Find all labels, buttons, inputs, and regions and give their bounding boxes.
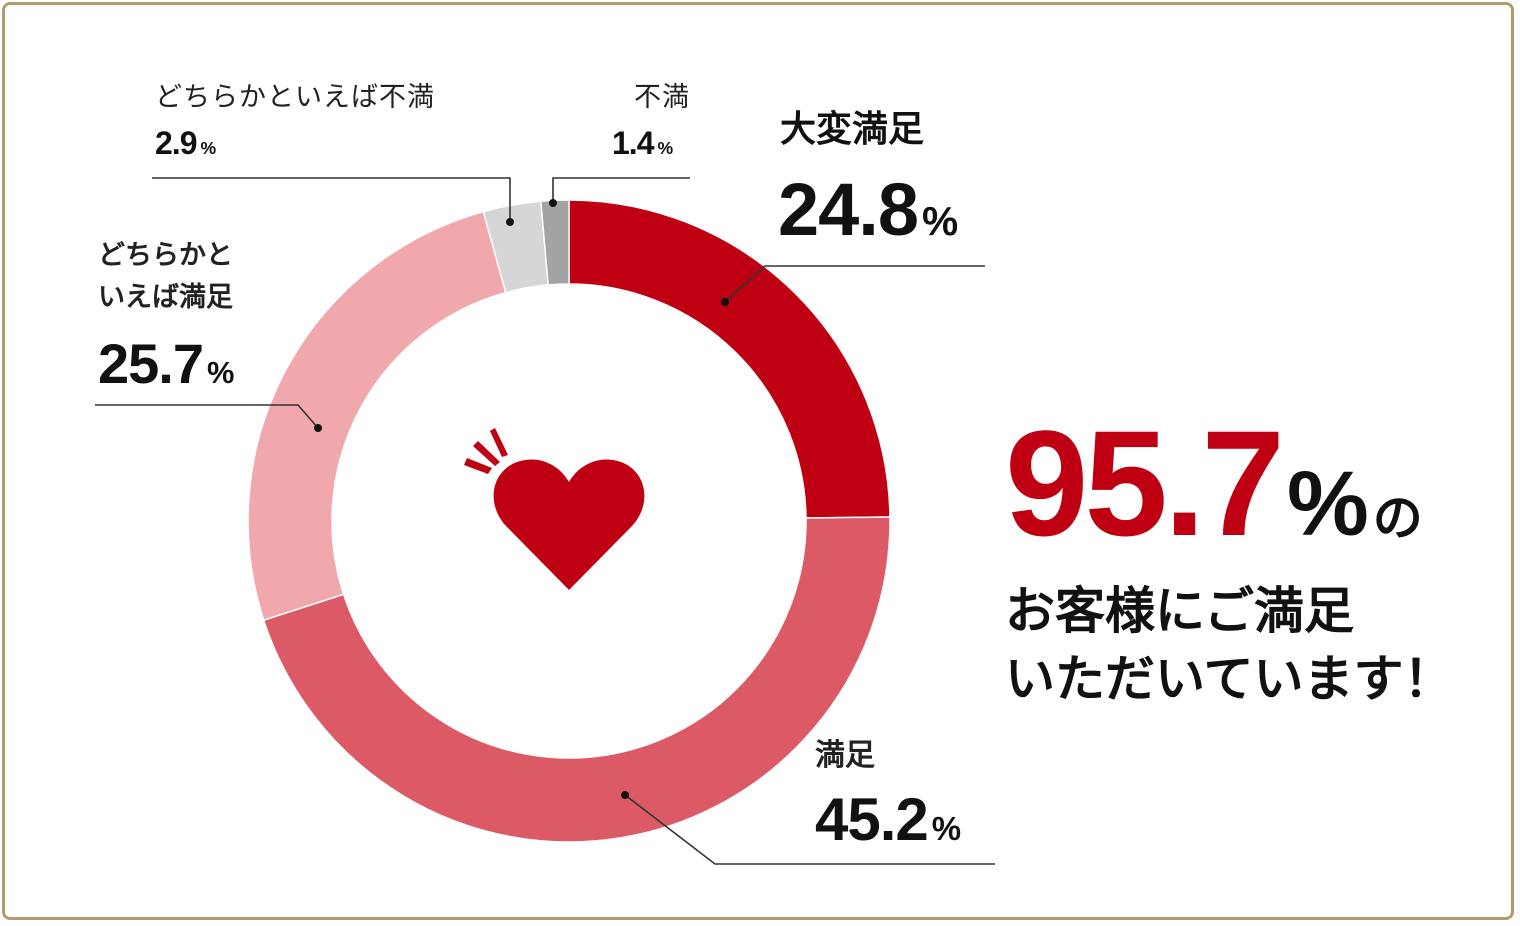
unit-text: %	[657, 138, 674, 158]
summary-unit: %	[1286, 453, 1369, 555]
value-somewhat-dissatisfied: 2.9%	[155, 124, 216, 162]
spark-mark	[464, 458, 492, 474]
label-dissatisfied: 不満	[634, 82, 690, 113]
value-somewhat-satisfied: 25.7%	[98, 330, 234, 397]
summary-line1: お客様にご満足	[1005, 582, 1354, 640]
summary-block: 95.7%の お客様にご満足 いただいています！	[1005, 408, 1454, 713]
value-satisfied: 45.2%	[815, 784, 961, 856]
label-very-satisfied: 大変満足	[780, 109, 925, 150]
leader-line-dissatisfied	[552, 177, 690, 203]
summary-headline: 95.7%の	[1005, 408, 1454, 558]
donut-slice-0	[568, 199, 891, 519]
label-somewhat-satisfied-line2: いえば満足	[98, 282, 233, 313]
value-text: 2.9	[155, 125, 197, 161]
leader-dot-very-satisfied	[721, 298, 729, 306]
heart-icon	[464, 428, 645, 590]
spark-mark	[490, 428, 508, 457]
summary-value: 95.7	[1005, 399, 1285, 567]
leader-dot-dissatisfied	[549, 199, 557, 207]
value-dissatisfied: 1.4%	[612, 124, 673, 162]
summary-particle: の	[1372, 489, 1423, 547]
value-text: 24.8	[778, 168, 919, 251]
spark-mark	[473, 441, 500, 466]
value-text: 1.4	[612, 125, 654, 161]
unit-text: %	[922, 198, 959, 244]
leader-line-somewhat-dissatisfied	[152, 177, 511, 222]
leader-dot-satisfied	[621, 791, 629, 799]
value-text: 25.7	[98, 332, 204, 395]
label-satisfied: 満足	[815, 738, 875, 773]
unit-text: %	[200, 138, 217, 158]
leader-dot-somewhat-satisfied	[314, 424, 322, 432]
label-somewhat-dissatisfied: どちらかといえば不満	[155, 82, 435, 113]
unit-text: %	[931, 810, 962, 847]
leader-line-satisfied	[624, 794, 995, 865]
donut-slice-2	[247, 210, 507, 622]
donut-slice-1	[262, 516, 891, 843]
value-very-satisfied: 24.8%	[778, 166, 958, 255]
value-text: 45.2	[815, 786, 929, 853]
leader-line-somewhat-satisfied	[95, 404, 319, 429]
summary-line2: いただいています！	[1005, 649, 1454, 708]
label-somewhat-satisfied-line1: どちらかと	[98, 240, 233, 271]
leader-line-very-satisfied	[724, 265, 985, 303]
unit-text: %	[207, 355, 235, 390]
leader-dot-somewhat-dissatisfied	[506, 218, 514, 226]
